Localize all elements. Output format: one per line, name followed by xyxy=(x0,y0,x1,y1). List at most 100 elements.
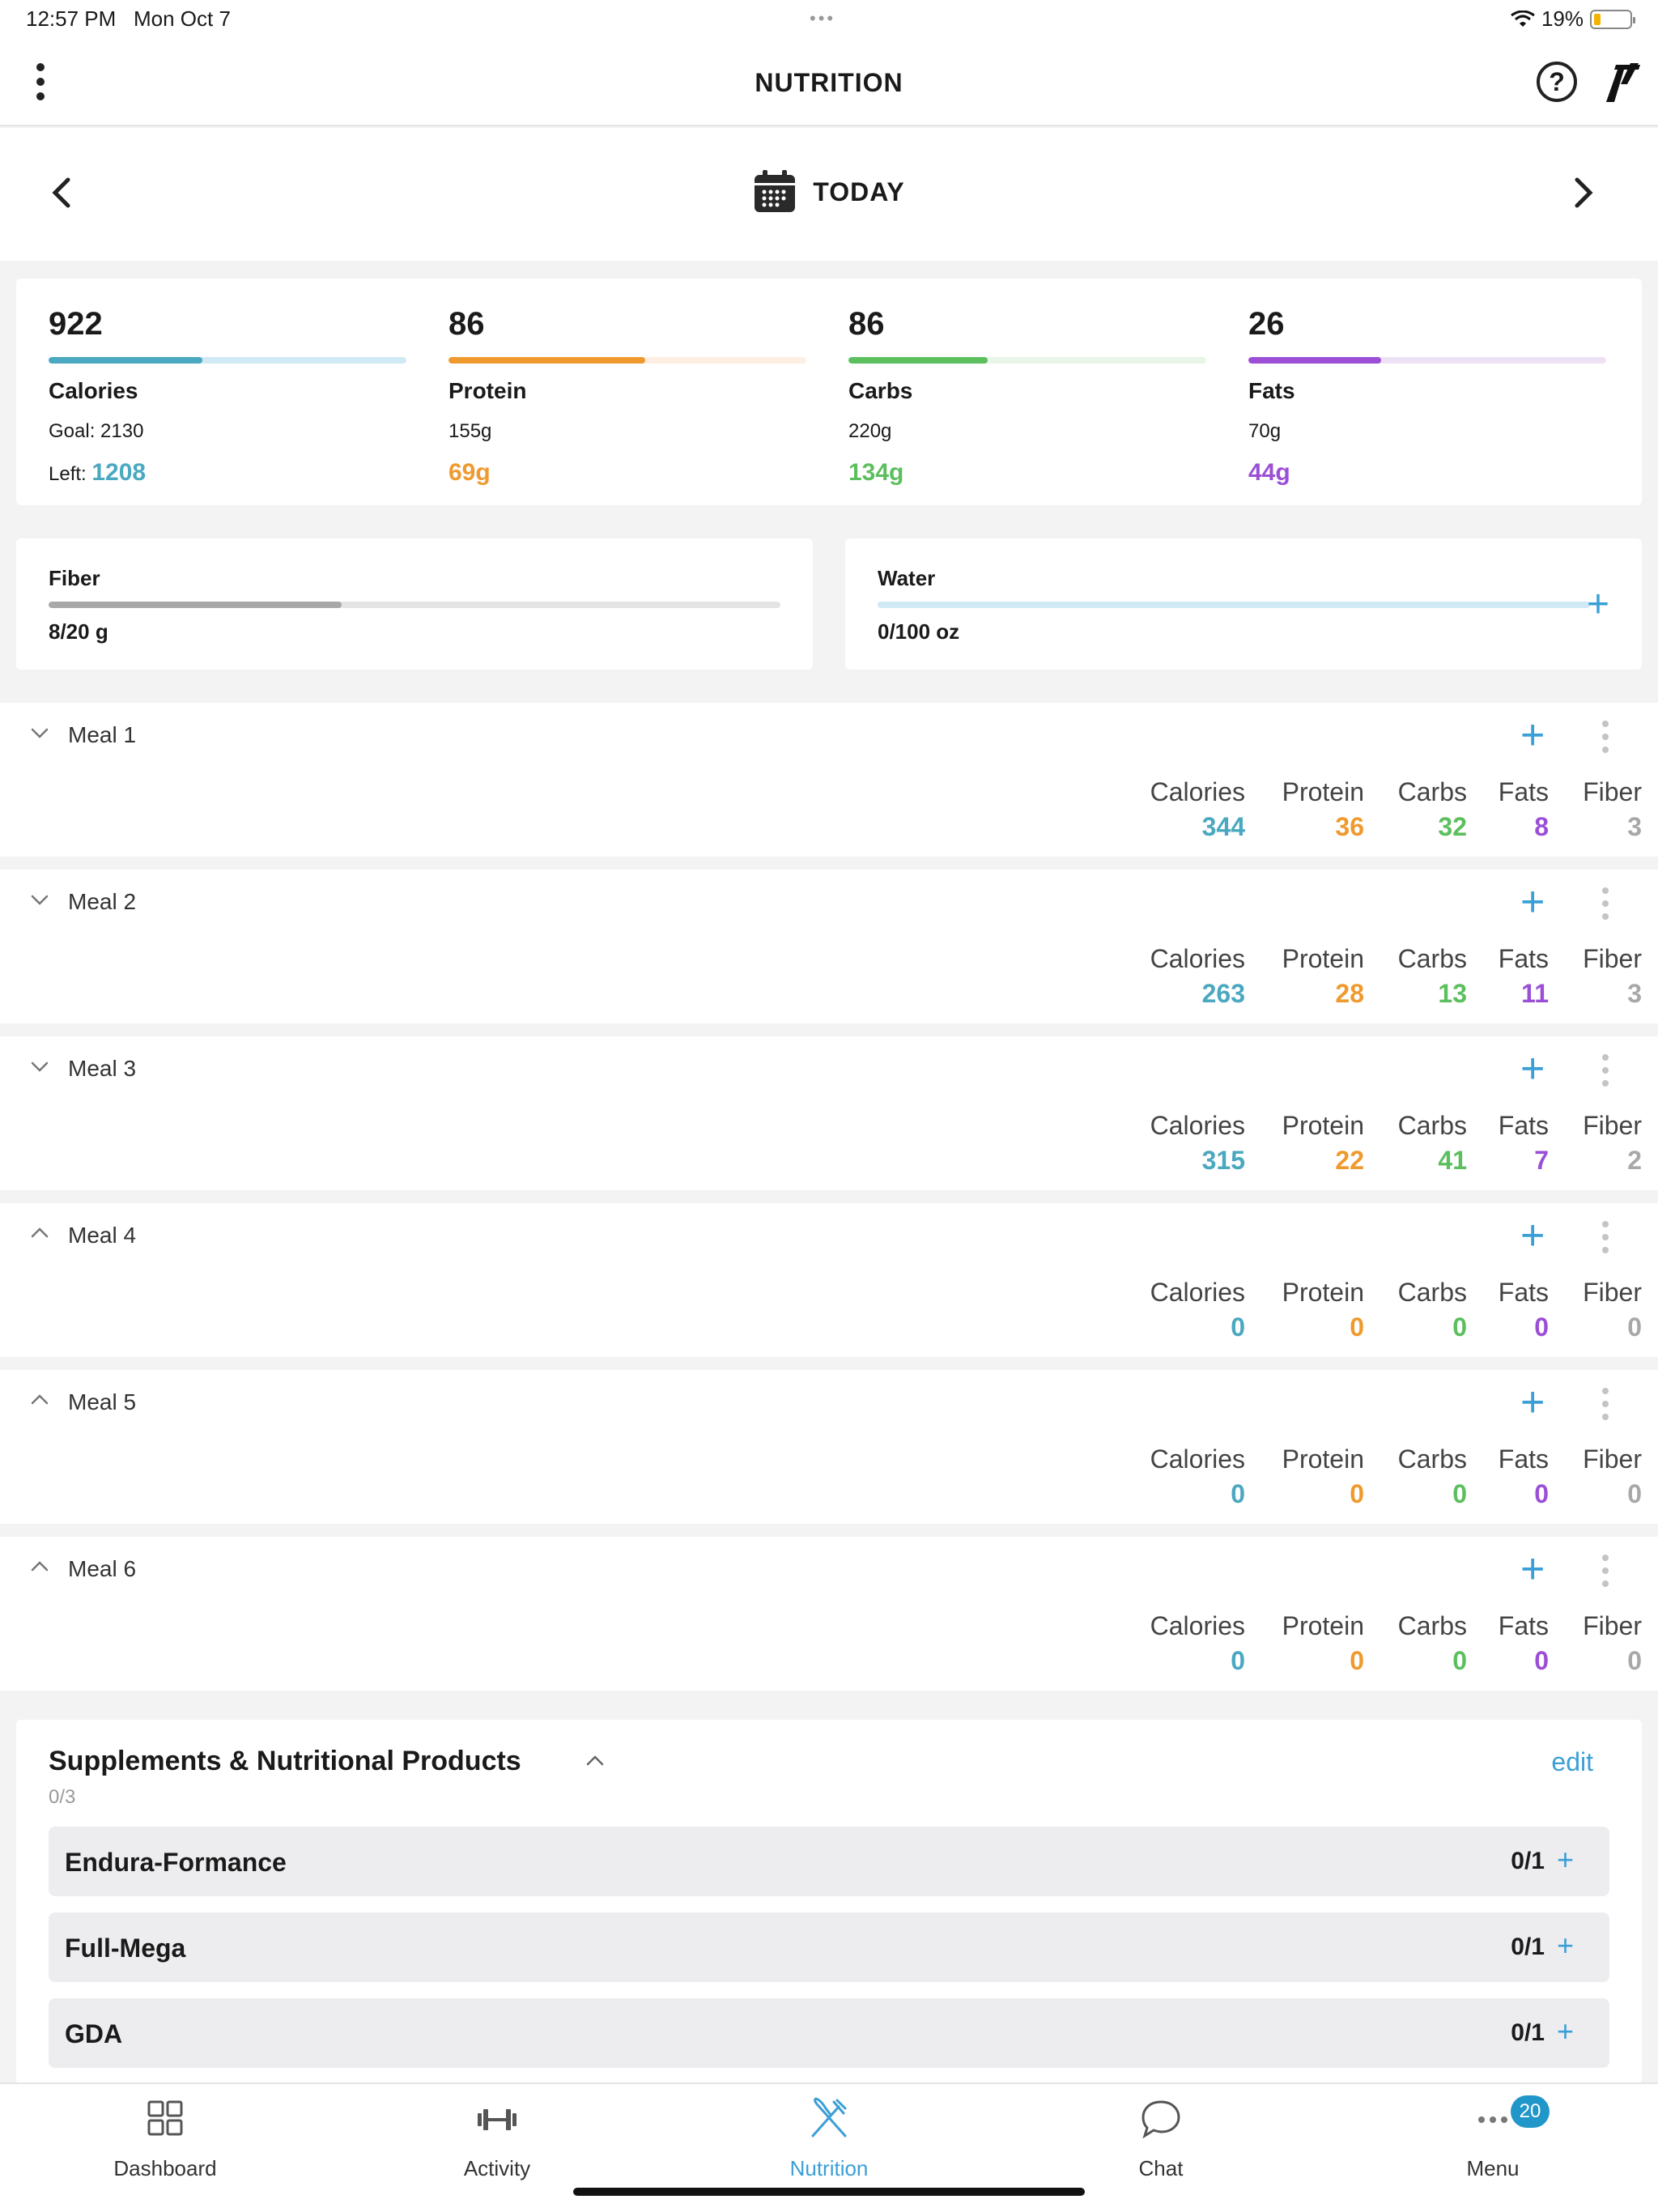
chevron-right-icon[interactable] xyxy=(1559,168,1608,217)
meal-stat-fats: Fats 7 xyxy=(1499,1111,1549,1176)
chevron-down-icon[interactable] xyxy=(29,889,50,910)
meal-stat-label: Calories xyxy=(1150,1444,1245,1474)
status-bar: 12:57 PM Mon Oct 7 ••• 19% xyxy=(0,0,1658,40)
brand-logo-icon[interactable] xyxy=(1603,60,1643,104)
meal-stat-carbs: Carbs 13 xyxy=(1398,944,1467,1009)
macro-goal: 220g xyxy=(848,420,892,442)
meal-row[interactable]: Meal 1 + Calories 344 Protein 36 Carbs 32 Fats 8 F… xyxy=(0,703,1658,857)
meal-stat-protein: Protein 0 xyxy=(1282,1278,1364,1342)
meal-row[interactable]: Meal 2 + Calories 263 Protein 28 Carbs 13 Fats 11… xyxy=(0,870,1658,1023)
meal-stat-value: 0 xyxy=(1350,1646,1364,1675)
macro-value: 922 xyxy=(49,306,103,342)
add-food-button[interactable]: + xyxy=(1520,712,1545,759)
chevron-left-icon[interactable] xyxy=(37,168,86,217)
meal-row[interactable]: Meal 6 + Calories 0 Protein 0 Carbs 0 Fats 0 Fiber… xyxy=(0,1537,1658,1691)
macro-progress-fill xyxy=(449,357,646,364)
add-food-button[interactable]: + xyxy=(1520,878,1545,925)
meal-stat-label: Protein xyxy=(1282,1111,1364,1140)
add-food-button[interactable]: + xyxy=(1520,1045,1545,1092)
supplement-item[interactable]: Full-Mega 0/1 + xyxy=(49,1912,1609,1982)
more-options-icon[interactable] xyxy=(1599,1221,1612,1257)
add-supplement-button[interactable]: + xyxy=(1556,2014,1574,2048)
add-supplement-button[interactable]: + xyxy=(1556,1843,1574,1876)
meal-stat-value: 28 xyxy=(1335,979,1364,1008)
macro-name: Carbs xyxy=(848,378,913,403)
macro-goal: Goal: 2130 xyxy=(49,420,144,442)
chevron-up-icon[interactable] xyxy=(29,1223,50,1244)
fiber-value: 8/20 g xyxy=(49,619,108,644)
meal-name: Meal 6 xyxy=(68,1556,137,1581)
meal-stat-value: 0 xyxy=(1534,1479,1549,1508)
meal-row[interactable]: Meal 4 + Calories 0 Protein 0 Carbs 0 Fats 0 Fiber… xyxy=(0,1203,1658,1357)
multitasking-dots-icon[interactable]: ••• xyxy=(810,8,836,28)
supplements-card: Supplements & Nutritional Products 0/3 e… xyxy=(16,1720,1642,2084)
chevron-down-icon[interactable] xyxy=(29,722,50,743)
meal-name: Meal 4 xyxy=(68,1223,137,1248)
more-options-icon[interactable] xyxy=(1599,1555,1612,1590)
meal-stat-label: Calories xyxy=(1150,1278,1245,1307)
add-food-button[interactable]: + xyxy=(1520,1379,1545,1426)
meal-stat-label: Protein xyxy=(1282,1278,1364,1307)
app-header: NUTRITION ? xyxy=(0,40,1658,126)
meal-stat-protein: Protein 0 xyxy=(1282,1611,1364,1676)
chevron-up-icon[interactable] xyxy=(29,1556,50,1577)
macro-remaining: 69g xyxy=(449,459,491,486)
chevron-up-icon[interactable] xyxy=(585,1750,606,1772)
meal-stat-label: Protein xyxy=(1282,944,1364,973)
macro-progress-fill xyxy=(848,357,988,364)
meal-stat-value: 0 xyxy=(1231,1479,1245,1508)
tab-menu[interactable]: 20 Menu xyxy=(1371,2095,1614,2181)
meal-stat-fats: Fats 8 xyxy=(1499,777,1549,842)
date-selector[interactable]: TODAY xyxy=(0,170,1658,214)
meal-stat-fiber: Fiber 3 xyxy=(1583,944,1642,1009)
meal-stat-value: 263 xyxy=(1201,979,1245,1008)
meal-stat-calories: Calories 344 xyxy=(1150,777,1245,842)
chevron-up-icon[interactable] xyxy=(29,1389,50,1410)
macro-fats: 26 Fats 70g 44g xyxy=(1248,306,1606,487)
add-water-button[interactable]: + xyxy=(1586,583,1609,626)
more-options-icon[interactable] xyxy=(1599,1388,1612,1423)
meal-stat-carbs: Carbs 0 xyxy=(1398,1278,1467,1342)
chevron-down-icon[interactable] xyxy=(29,1056,50,1077)
tab-activity[interactable]: Activity xyxy=(376,2095,619,2181)
fiber-label: Fiber xyxy=(49,566,100,590)
dumbbell-icon xyxy=(478,2109,517,2130)
tab-chat[interactable]: Chat xyxy=(1039,2095,1282,2181)
meal-stat-calories: Calories 0 xyxy=(1150,1278,1245,1342)
wifi-icon xyxy=(1511,10,1535,27)
add-food-button[interactable]: + xyxy=(1520,1212,1545,1259)
meal-name: Meal 2 xyxy=(68,889,137,914)
date-navigator: TODAY xyxy=(0,128,1658,261)
more-options-icon[interactable] xyxy=(1599,887,1612,923)
tab-nutrition[interactable]: Nutrition xyxy=(708,2095,950,2181)
water-label: Water xyxy=(878,566,936,590)
supplement-count: 0/1 xyxy=(1511,1933,1545,1960)
help-icon[interactable]: ? xyxy=(1537,62,1577,102)
more-options-icon[interactable] xyxy=(1599,721,1612,756)
meal-stat-label: Fiber xyxy=(1583,1444,1642,1474)
meal-stat-value: 0 xyxy=(1231,1312,1245,1342)
kebab-menu-icon[interactable] xyxy=(31,63,50,104)
supplement-item[interactable]: GDA 0/1 + xyxy=(49,1998,1609,2068)
meal-stat-fats: Fats 0 xyxy=(1499,1278,1549,1342)
meal-stat-fiber: Fiber 0 xyxy=(1583,1611,1642,1676)
macro-summary-card: 922 Calories Goal: 2130 Left: 1208 86 Pr… xyxy=(16,279,1642,505)
meal-stat-value: 8 xyxy=(1534,812,1549,841)
meal-stat-protein: Protein 36 xyxy=(1282,777,1364,842)
meal-stat-fiber: Fiber 3 xyxy=(1583,777,1642,842)
fiber-card: Fiber 8/20 g xyxy=(16,538,813,670)
supplement-item[interactable]: Endura-Formance 0/1 + xyxy=(49,1827,1609,1896)
edit-supplements-link[interactable]: edit xyxy=(1551,1747,1593,1776)
more-options-icon[interactable] xyxy=(1599,1054,1612,1090)
add-supplement-button[interactable]: + xyxy=(1556,1929,1574,1962)
meal-stat-value: 32 xyxy=(1438,812,1467,841)
macro-name: Calories xyxy=(49,378,138,403)
water-value: 0/100 oz xyxy=(878,619,960,644)
meal-stat-label: Calories xyxy=(1150,944,1245,973)
meal-stat-value: 0 xyxy=(1452,1312,1467,1342)
meal-row[interactable]: Meal 3 + Calories 315 Protein 22 Carbs 41 Fats 7 F… xyxy=(0,1036,1658,1190)
add-food-button[interactable]: + xyxy=(1520,1546,1545,1593)
fiber-progress-bar xyxy=(49,602,780,608)
meal-row[interactable]: Meal 5 + Calories 0 Protein 0 Carbs 0 Fats 0 Fiber… xyxy=(0,1370,1658,1524)
tab-dashboard[interactable]: Dashboard xyxy=(44,2095,287,2181)
